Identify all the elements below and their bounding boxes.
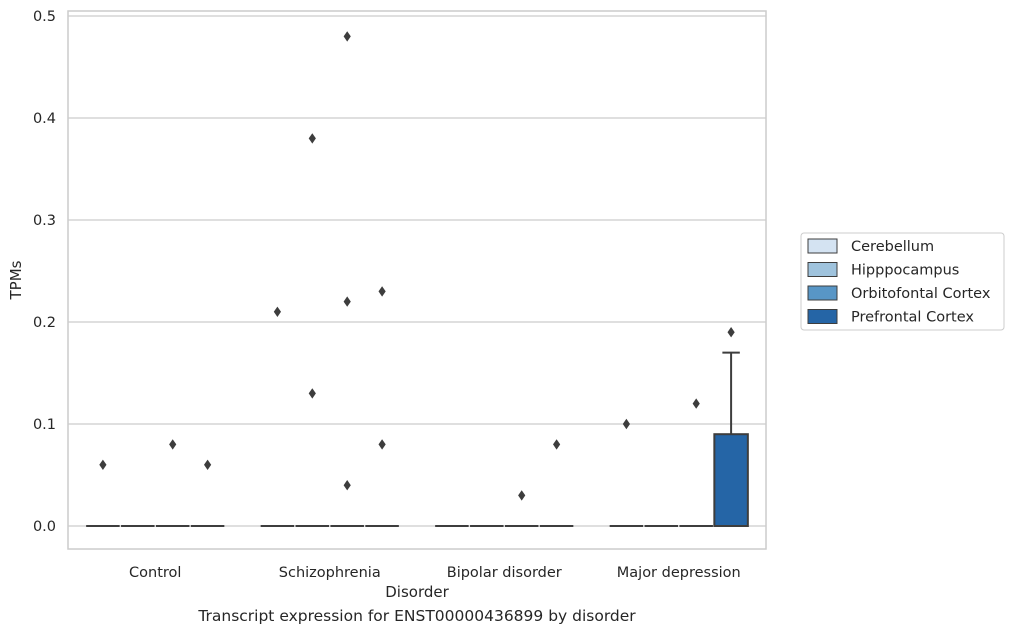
outlier-point bbox=[378, 286, 386, 297]
legend-label: Prefrontal Cortex bbox=[851, 310, 974, 326]
y-tick-label: 0.0 bbox=[33, 519, 56, 535]
x-axis-label: Disorder bbox=[385, 583, 449, 601]
outliers bbox=[99, 31, 735, 501]
x-tick-label: Control bbox=[129, 565, 181, 581]
y-tick-label: 0.4 bbox=[33, 111, 56, 127]
y-tick-label: 0.3 bbox=[33, 213, 56, 229]
legend-frame bbox=[800, 232, 1005, 331]
x-tick-label: Bipolar disorder bbox=[447, 565, 562, 581]
legend-label: Hipppocampus bbox=[851, 263, 959, 279]
outlier-point bbox=[169, 439, 177, 450]
outlier-point bbox=[273, 306, 281, 317]
y-tick-label: 0.1 bbox=[33, 417, 56, 433]
y-tick-labels: 0.0 0.1 0.2 0.3 0.4 0.5 bbox=[33, 9, 56, 535]
outlier-point bbox=[692, 398, 700, 409]
plot-frame bbox=[67, 10, 767, 550]
legend-swatch bbox=[807, 262, 838, 277]
outlier-point bbox=[343, 31, 351, 42]
outlier-point bbox=[99, 459, 107, 470]
y-axis-label: TPMs bbox=[7, 260, 25, 300]
legend-swatch bbox=[807, 285, 838, 301]
box bbox=[713, 433, 749, 528]
legend-label: Cerebellum bbox=[851, 239, 934, 255]
outlier-point bbox=[308, 388, 316, 399]
legend-swatch bbox=[807, 238, 838, 254]
legend-label: Orbitofontal Cortex bbox=[851, 286, 991, 302]
outlier-point bbox=[343, 480, 351, 491]
x-tick-labels: Control Schizophrenia Bipolar disorder Majo… bbox=[129, 565, 741, 581]
figure-caption: Transcript expression for ENST0000043689… bbox=[198, 607, 636, 625]
x-tick-label: Schizophrenia bbox=[279, 565, 381, 581]
legend: Cerebellum Hipppocampus Orbitofontal Corte… bbox=[800, 232, 1005, 331]
outlier-point bbox=[727, 327, 735, 338]
y-tick-label: 0.2 bbox=[33, 315, 56, 331]
outlier-point bbox=[204, 459, 212, 470]
x-tick-label: Major depression bbox=[617, 565, 741, 581]
box-plots bbox=[86, 351, 749, 528]
outlier-point bbox=[308, 133, 316, 144]
outlier-point bbox=[378, 439, 386, 450]
legend-swatch bbox=[807, 309, 838, 324]
outlier-point bbox=[518, 490, 526, 501]
outlier-point bbox=[622, 418, 630, 430]
outlier-point bbox=[343, 296, 351, 307]
y-tick-label: 0.5 bbox=[33, 9, 56, 25]
outlier-point bbox=[553, 439, 561, 450]
